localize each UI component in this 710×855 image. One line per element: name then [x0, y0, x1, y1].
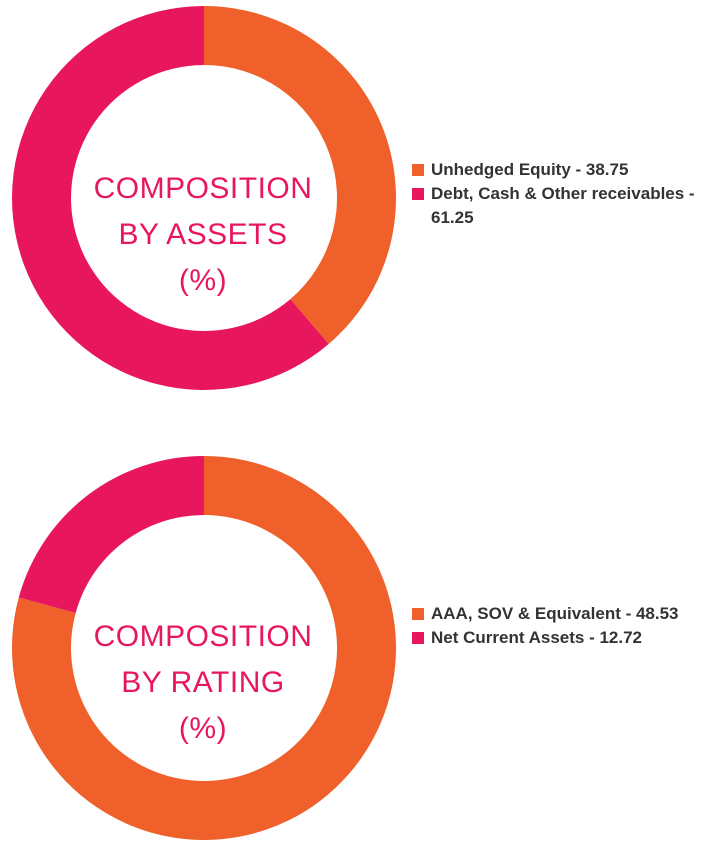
assets-legend-item-debt: Debt, Cash & Other receivables - 61.25 — [412, 182, 708, 230]
rating-title-line-1: COMPOSITION — [93, 620, 313, 653]
rating-legend-swatch-nca — [412, 632, 424, 644]
assets-legend-item-equity: Unhedged Equity - 38.75 — [412, 158, 708, 182]
rating-donut — [12, 456, 396, 840]
donut-slice-1 — [18, 456, 205, 614]
assets-legend-label-equity: Unhedged Equity - 38.75 — [431, 160, 629, 179]
donut-slice-0 — [12, 456, 396, 840]
rating-legend-label-aaa: AAA, SOV & Equivalent - 48.53 — [431, 604, 679, 623]
assets-legend-swatch-debt — [412, 188, 424, 200]
assets-donut — [12, 6, 397, 390]
rating-legend-item-aaa: AAA, SOV & Equivalent - 48.53 — [412, 602, 708, 626]
assets-legend: Unhedged Equity - 38.75 Debt, Cash & Oth… — [412, 158, 708, 230]
composition-by-assets-chart: COMPOSITION BY ASSETS (%) Unhedged Equit… — [0, 0, 710, 400]
assets-legend-label-debt: Debt, Cash & Other receivables - 61.25 — [431, 184, 695, 227]
rating-legend-label-nca: Net Current Assets - 12.72 — [431, 628, 643, 647]
assets-center-title: COMPOSITION BY ASSETS (%) — [58, 166, 348, 304]
assets-legend-swatch-equity — [412, 164, 424, 176]
composition-by-rating-chart: COMPOSITION BY RATING (%) AAA, SOV & Equ… — [0, 450, 710, 850]
assets-title-line-1: COMPOSITION — [93, 172, 313, 205]
rating-legend: AAA, SOV & Equivalent - 48.53 Net Curren… — [412, 602, 708, 650]
rating-center-title: COMPOSITION BY RATING (%) — [58, 614, 348, 752]
rating-title-line-2: BY RATING — [121, 666, 285, 699]
assets-title-line-2: BY ASSETS — [118, 218, 288, 251]
donut-slice-1 — [12, 6, 329, 390]
assets-title-line-3: (%) — [178, 264, 228, 297]
rating-legend-swatch-aaa — [412, 608, 424, 620]
rating-legend-item-nca: Net Current Assets - 12.72 — [412, 626, 708, 650]
donut-slice-0 — [204, 6, 397, 344]
rating-title-line-3: (%) — [178, 712, 228, 745]
